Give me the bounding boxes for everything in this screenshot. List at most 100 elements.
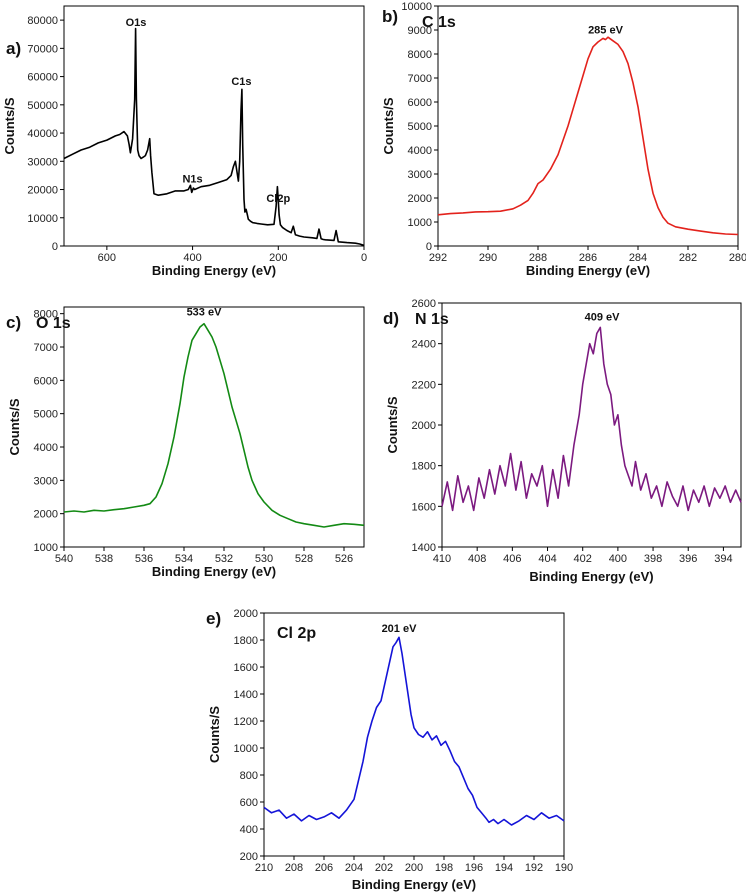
y-tick-label: 60000 — [27, 72, 58, 84]
x-tick-label: 202 — [375, 862, 393, 874]
y-axis-title: Counts/S — [7, 398, 22, 455]
x-tick-label: 406 — [503, 553, 521, 565]
panel-a-survey-spectrum: 600 400 200 0010000200003000040000500006000… — [2, 5, 367, 278]
peak-label: C1s — [231, 76, 251, 88]
x-tick-label: 290 — [479, 252, 497, 264]
panel-letter: d) — [383, 309, 399, 328]
y-tick-label: 2600 — [412, 298, 436, 310]
x-tick-label: 540 — [55, 553, 73, 565]
y-tick-label: 20000 — [27, 185, 58, 197]
x-tick-label: 538 — [95, 553, 113, 565]
x-tick-label: 204 — [345, 862, 363, 874]
y-tick-label: 30000 — [27, 156, 58, 168]
y-tick-label: 1000 — [408, 217, 432, 229]
x-tick-label: 400 — [183, 252, 201, 264]
y-tick-label: 10000 — [401, 1, 432, 13]
y-tick-label: 1400 — [412, 542, 436, 554]
y-tick-label: 1000 — [234, 743, 258, 755]
x-tick-label: 190 — [555, 862, 573, 874]
y-tick-label: 80000 — [27, 15, 58, 27]
peak-label: N1s — [182, 173, 202, 185]
peak-label: 533 eV — [187, 306, 223, 318]
panel-title: C 1s — [422, 14, 456, 31]
y-tick-label: 1800 — [412, 461, 436, 473]
panel-e-cl2p-spectrum: 210 208 206 204 202 200 198 196 194 192 190 200 400 6… — [206, 608, 573, 892]
x-axis-title: Binding Energy (eV) — [152, 263, 276, 278]
y-tick-label: 7000 — [408, 73, 432, 85]
x-tick-label: 200 — [269, 252, 287, 264]
x-tick-label: 210 — [255, 862, 273, 874]
panel-d-n1s-spectrum: 410 408 406 404 402 400 398 396 394 1400 1600 1800 2… — [383, 298, 742, 584]
x-tick-label: 196 — [465, 862, 483, 874]
x-tick-label: 286 — [579, 252, 597, 264]
x-tick-label: 398 — [644, 553, 662, 565]
y-tick-label: 1000 — [34, 542, 58, 554]
y-tick-label: 4000 — [34, 442, 58, 454]
x-tick-label: 284 — [629, 252, 647, 264]
x-tick-label: 400 — [609, 553, 627, 565]
panel-c-o1s-spectrum: 540 538 536 534 532 530 528 526 1000 2000 3000 4000… — [6, 306, 365, 579]
x-tick-label: 528 — [295, 553, 313, 565]
panel-title: O 1s — [36, 315, 71, 332]
y-tick-label: 400 — [240, 824, 258, 836]
x-axis-title: Binding Energy (eV) — [529, 569, 653, 584]
y-tick-label: 70000 — [27, 43, 58, 55]
x-tick-label: 530 — [255, 553, 273, 565]
spectrum-line-d — [441, 326, 742, 512]
y-tick-label: 10000 — [27, 213, 58, 225]
y-tick-label: 3000 — [34, 475, 58, 487]
y-tick-label: 2000 — [234, 608, 258, 620]
x-tick-label: 410 — [433, 553, 451, 565]
x-tick-label: 534 — [175, 553, 193, 565]
x-tick-label: 200 — [405, 862, 423, 874]
y-tick-label: 1800 — [234, 635, 258, 647]
x-tick-label: 288 — [529, 252, 547, 264]
spectrum-line-a — [63, 27, 365, 247]
y-tick-label: 0 — [426, 241, 432, 253]
y-tick-label: 2000 — [412, 420, 436, 432]
y-axis-title: Counts/S — [385, 396, 400, 453]
y-tick-label: 6000 — [34, 375, 58, 387]
y-tick-label: 2000 — [34, 509, 58, 521]
x-tick-label: 292 — [429, 252, 447, 264]
x-tick-label: 194 — [495, 862, 513, 874]
x-tick-label: 192 — [525, 862, 543, 874]
plot-frame-c — [63, 306, 365, 548]
x-tick-label: 404 — [538, 553, 556, 565]
panel-b-c1s-spectrum: 292 290 288 286 284 282 280 0 1000 2000 3000 4000 50… — [381, 1, 746, 278]
peak-label: 409 eV — [585, 311, 621, 323]
spectrum-line-c — [63, 322, 365, 528]
y-tick-label: 600 — [240, 797, 258, 809]
x-tick-label: 208 — [285, 862, 303, 874]
x-tick-label: 0 — [361, 252, 367, 264]
y-tick-label: 50000 — [27, 100, 58, 112]
x-tick-label: 526 — [335, 553, 353, 565]
y-axis-title: Counts/S — [2, 97, 17, 154]
panel-letter: a) — [6, 39, 21, 58]
x-tick-label: 532 — [215, 553, 233, 565]
y-tick-label: 2200 — [412, 379, 436, 391]
y-tick-label: 200 — [240, 851, 258, 863]
y-tick-label: 800 — [240, 770, 258, 782]
x-axis-title: Binding Energy (eV) — [526, 263, 650, 278]
x-tick-label: 282 — [679, 252, 697, 264]
x-axis-title: Binding Energy (eV) — [152, 564, 276, 579]
y-tick-label: 1600 — [234, 662, 258, 674]
y-tick-label: 8000 — [408, 49, 432, 61]
y-tick-label: 40000 — [27, 128, 58, 140]
x-tick-label: 536 — [135, 553, 153, 565]
y-tick-label: 5000 — [408, 121, 432, 133]
spectrum-line-e — [263, 636, 565, 826]
panel-letter: b) — [382, 7, 398, 26]
panel-letter: e) — [206, 609, 221, 628]
x-tick-label: 396 — [679, 553, 697, 565]
plot-frame-e — [263, 612, 565, 857]
x-tick-label: 198 — [435, 862, 453, 874]
y-tick-label: 9000 — [408, 25, 432, 37]
x-tick-label: 280 — [729, 252, 746, 264]
y-axis-title: Counts/S — [207, 706, 222, 763]
y-tick-label: 8000 — [34, 309, 58, 321]
y-tick-label: 6000 — [408, 97, 432, 109]
peak-label: 285 eV — [588, 25, 624, 37]
